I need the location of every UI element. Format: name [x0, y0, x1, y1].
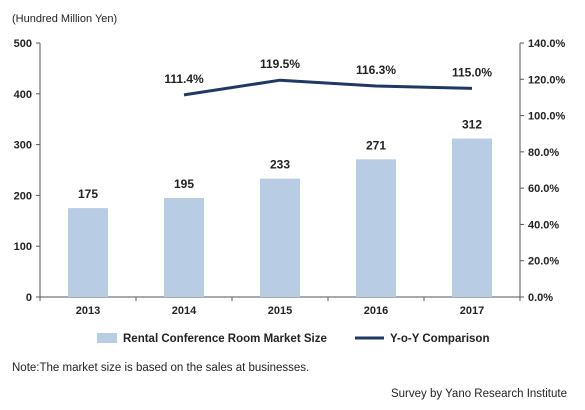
bar-value-label: 312	[462, 118, 482, 132]
unit-label: (Hundred Million Yen)	[12, 13, 117, 25]
source-credit: Survey by Yano Research Institute	[390, 388, 567, 400]
yoy-line	[183, 78, 473, 97]
bar	[164, 197, 204, 297]
bar	[260, 178, 300, 297]
line-value-label: 119.5%	[260, 57, 300, 71]
left-tick-label: 100	[14, 241, 32, 253]
right-tick-label: 0.0%	[528, 292, 553, 304]
right-tick-label: 40.0%	[528, 219, 559, 231]
line-value-labels: 111.4% 119.5% 116.3% 115.0%	[164, 57, 492, 86]
bar-value-label: 233	[270, 158, 290, 172]
legend-bar-label: Rental Conference Room Market Size	[123, 333, 327, 345]
right-tick-label: 20.0%	[528, 256, 559, 268]
bar-value-label: 175	[78, 187, 98, 201]
category-label: 2017	[460, 305, 484, 317]
bar	[356, 159, 396, 297]
legend-bar-swatch	[97, 333, 117, 343]
category-label: 2014	[172, 305, 197, 317]
right-axis-ticks: 0.0% 20.0% 40.0% 60.0% 80.0% 100.0% 120.0% 140.…	[520, 38, 566, 304]
bar-value-labels: 175 195 233 271 312	[78, 118, 482, 202]
bar-value-label: 271	[366, 138, 386, 152]
bar-value-label: 195	[174, 177, 194, 191]
left-axis-ticks: 0 100 200 300 400 500	[14, 38, 40, 304]
footnote: Note:The market size is based on the sal…	[12, 362, 310, 374]
bar-series	[68, 138, 492, 297]
bar	[452, 138, 492, 297]
category-label: 2016	[364, 305, 388, 317]
bar	[68, 208, 108, 297]
line-value-label: 111.4%	[164, 72, 204, 86]
right-tick-label: 100.0%	[528, 111, 566, 123]
right-tick-label: 60.0%	[528, 183, 559, 195]
line-value-label: 115.0%	[452, 65, 492, 79]
right-tick-label: 80.0%	[528, 147, 559, 159]
legend: Rental Conference Room Market Size Y-o-Y…	[97, 333, 489, 345]
right-tick-label: 120.0%	[528, 74, 566, 86]
line-value-label: 116.3%	[356, 63, 396, 77]
left-tick-label: 0	[26, 292, 32, 304]
category-label: 2015	[268, 305, 292, 317]
category-label: 2013	[76, 305, 100, 317]
left-tick-label: 500	[14, 38, 32, 50]
right-tick-label: 140.0%	[528, 38, 566, 50]
legend-line-label: Y-o-Y Comparison	[390, 333, 489, 345]
left-tick-label: 200	[14, 190, 32, 202]
left-tick-label: 300	[14, 140, 32, 152]
left-tick-label: 400	[14, 89, 32, 101]
category-labels: 2013 2014 2015 2016 2017	[39, 297, 521, 317]
